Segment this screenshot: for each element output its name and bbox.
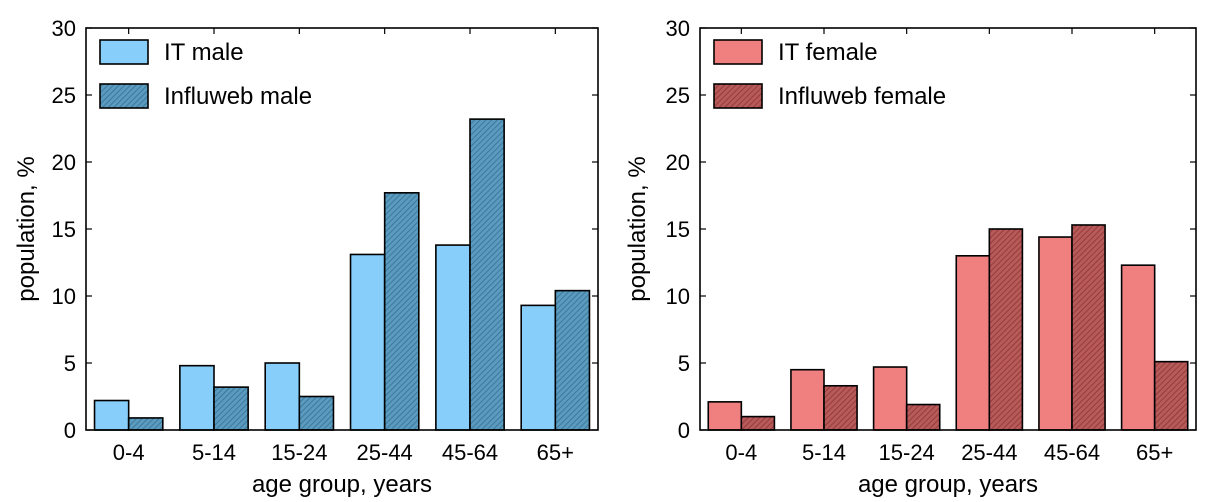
y-axis-label: population, % <box>624 156 651 301</box>
x-tick-label: 5-14 <box>802 440 846 465</box>
bar-0-4-influweb <box>740 415 776 431</box>
legend-entry: IT female <box>778 39 878 66</box>
x-tick-label: 65+ <box>1136 440 1173 465</box>
y-tick-label: 20 <box>52 150 76 175</box>
bar-45-64-influweb <box>1071 224 1106 431</box>
bar-0-4-influweb <box>127 417 164 431</box>
bar-5-14-influweb <box>823 384 858 431</box>
y-tick-label: 25 <box>666 83 690 108</box>
plot-frame <box>699 27 1197 431</box>
x-tick-label: 25-44 <box>961 440 1017 465</box>
bar-15-24-influweb <box>905 403 941 431</box>
y-tick-label: 10 <box>52 284 76 309</box>
x-tick-label: 5-14 <box>192 440 236 465</box>
female-chart-panel: 0 5 10 15 20 25 30 0-4 5-14 15-24 25-44 45-64 65+ age… <box>624 16 1197 498</box>
y-tick-label: 30 <box>52 16 76 41</box>
bar-65+-influweb <box>1153 360 1189 431</box>
bar-0-4-it <box>707 401 743 431</box>
bar-0-4-it <box>93 399 130 431</box>
y-axis-label: population, % <box>13 156 40 301</box>
legend-entry: IT male <box>164 39 244 66</box>
y-tick-label: 15 <box>666 217 690 242</box>
bar-5-14-it <box>790 368 825 431</box>
bar-65+-it <box>1120 264 1156 431</box>
y-tick-label: 0 <box>678 418 690 443</box>
bar-25-44-influweb <box>383 192 420 431</box>
x-axis-label: age group, years <box>252 471 432 498</box>
legend-entry: Influweb female <box>778 83 946 110</box>
bar-15-24-influweb <box>298 395 335 431</box>
bar-25-44-influweb <box>988 228 1024 431</box>
x-tick-label: 45-64 <box>442 440 498 465</box>
bar-65+-influweb <box>554 289 591 431</box>
y-tick-label: 25 <box>52 83 76 108</box>
legend-swatch <box>713 39 763 65</box>
bar-5-14-influweb <box>213 386 249 431</box>
x-tick-label: 65+ <box>537 440 574 465</box>
y-tick-label: 0 <box>64 418 76 443</box>
x-tick-label: 0-4 <box>113 440 145 465</box>
male-chart-panel: 0 5 10 15 20 25 30 0-4 5-14 15-24 25-44 45-64 65+ age… <box>13 16 599 498</box>
y-tick-label: 20 <box>666 150 690 175</box>
y-tick-label: 5 <box>64 351 76 376</box>
x-tick-label: 0-4 <box>725 440 757 465</box>
y-tick-label: 30 <box>666 16 690 41</box>
bar-15-24-it <box>872 366 908 431</box>
bar-15-24-it <box>264 362 301 431</box>
bar-45-64-it <box>435 244 471 431</box>
x-tick-label: 15-24 <box>271 440 327 465</box>
legend-swatch <box>99 83 149 109</box>
legend-swatch <box>99 39 149 65</box>
y-tick-label: 5 <box>678 351 690 376</box>
x-tick-label: 15-24 <box>879 440 935 465</box>
plot-frame <box>85 27 599 431</box>
y-tick-label: 15 <box>52 217 76 242</box>
x-axis-label: age group, years <box>858 471 1038 498</box>
bar-5-14-it <box>179 364 215 431</box>
bar-25-44-it <box>349 253 386 431</box>
y-tick-label: 10 <box>666 284 690 309</box>
x-tick-label: 45-64 <box>1044 440 1100 465</box>
bar-25-44-it <box>955 255 991 431</box>
bar-45-64-it <box>1038 236 1073 431</box>
legend-entry: Influweb male <box>164 83 312 110</box>
bar-45-64-influweb <box>469 118 505 431</box>
legend-swatch <box>713 83 763 109</box>
x-tick-label: 25-44 <box>357 440 413 465</box>
bar-65+-it <box>520 304 557 431</box>
